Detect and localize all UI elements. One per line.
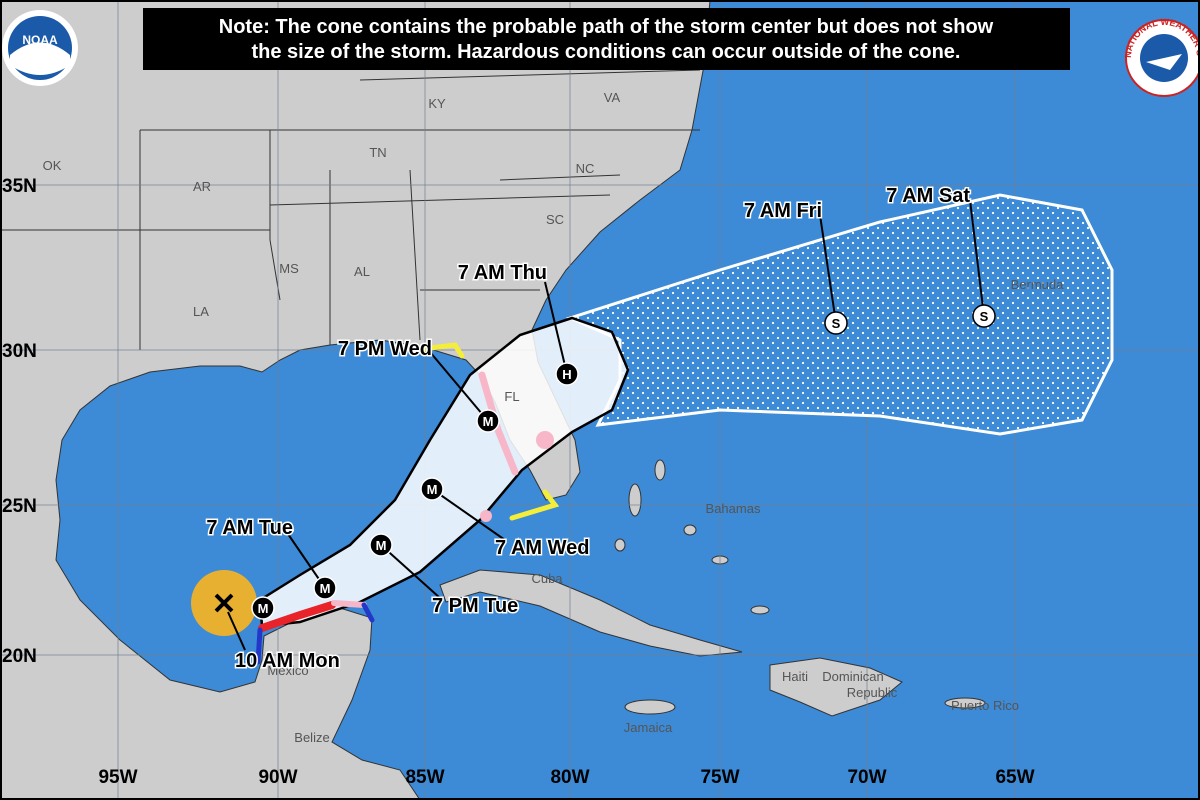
forecast-point (824, 311, 848, 335)
forecast-symbol: M (320, 581, 331, 596)
leader-line (969, 199, 985, 317)
forecast-track: M M M M M H S S (227, 199, 996, 651)
forecast-time: 7 AM Wed (495, 537, 589, 559)
forecast-time: 7 AM Sat (886, 185, 970, 207)
latitude-label: 20N (2, 646, 37, 667)
place-label: Dominican (822, 669, 883, 684)
leader-line (429, 351, 489, 422)
state-label: NC (576, 161, 595, 176)
forecast-time: 7 AM Thu (458, 262, 547, 284)
forecast-time: 7 PM Tue (432, 595, 518, 617)
state-label: LA (193, 304, 209, 319)
longitude-label: 75W (700, 767, 739, 788)
cuba (439, 569, 743, 657)
state-label: VA (604, 90, 621, 105)
forecast-symbol: M (258, 601, 269, 616)
puerto-rico (944, 697, 986, 709)
latitude-label: 25N (2, 496, 37, 517)
place-label: Haiti (782, 669, 808, 684)
state-label: FL (504, 389, 519, 404)
leader-line (227, 611, 246, 651)
forecast-symbol: H (562, 367, 571, 382)
forecast-time: 10 AM Mon (235, 650, 340, 672)
state-label: AR (193, 179, 211, 194)
forecast-symbol: M (483, 414, 494, 429)
forecast-symbol: M (427, 482, 438, 497)
map-labels: 35N 30N 25N 20N 95W 90W 85W 80W 75W 70W 65W OK AR TN K… (2, 90, 1064, 788)
forecast-time: 7 AM Fri (744, 200, 822, 222)
place-label: Jamaica (624, 720, 673, 735)
leader-line (431, 488, 506, 541)
place-label: Bahamas (706, 501, 761, 516)
state-label: KY (428, 96, 446, 111)
noaa-text: NOAA (22, 33, 58, 47)
note-line: the size of the storm. Hazardous conditi… (252, 41, 961, 63)
leader-line (544, 281, 568, 375)
place-label: Bermuda (1011, 277, 1065, 292)
hispaniola (769, 657, 903, 717)
longitude-label: 95W (98, 767, 137, 788)
state-label: SC (546, 212, 564, 227)
leader-line (380, 544, 441, 599)
forecast-point (972, 304, 996, 328)
forecast-time: 7 AM Tue (206, 517, 293, 539)
forecast-symbol: S (832, 316, 841, 331)
forecast-point (420, 477, 444, 501)
longitude-label: 85W (405, 767, 444, 788)
leader-line (819, 214, 837, 324)
longitude-label: 65W (995, 767, 1034, 788)
place-label: Cuba (531, 571, 563, 586)
forecast-point (251, 596, 275, 620)
longitude-label: 70W (847, 767, 886, 788)
state-label: MS (279, 261, 299, 276)
state-label: TN (369, 145, 386, 160)
state-borders (0, 69, 701, 350)
place-label: Belize (294, 730, 329, 745)
state-label: OK (43, 158, 62, 173)
note-line: Note: The cone contains the probable pat… (219, 16, 994, 38)
longitude-label: 80W (550, 767, 589, 788)
state-label: AL (354, 264, 370, 279)
forecast-point (313, 576, 337, 600)
current-position (214, 593, 234, 613)
forecast-point (476, 409, 500, 433)
forecast-point (369, 533, 393, 557)
longitude-label: 90W (258, 767, 297, 788)
place-label: Puerto Rico (951, 698, 1019, 713)
bahamas (614, 459, 770, 615)
forecast-point (555, 362, 579, 386)
place-label: Mexico (267, 663, 308, 678)
place-label: Republic (847, 685, 898, 700)
forecast-symbol: S (980, 309, 989, 324)
warnings (255, 342, 560, 665)
jamaica (624, 699, 676, 715)
latitude-label: 30N (2, 341, 37, 362)
latitude-label: 35N (2, 176, 37, 197)
note-box (143, 8, 1070, 70)
forecast-symbol: M (376, 538, 387, 553)
forecast-time: 7 PM Wed (338, 338, 432, 360)
noaa-logo: NOAA (2, 10, 78, 86)
